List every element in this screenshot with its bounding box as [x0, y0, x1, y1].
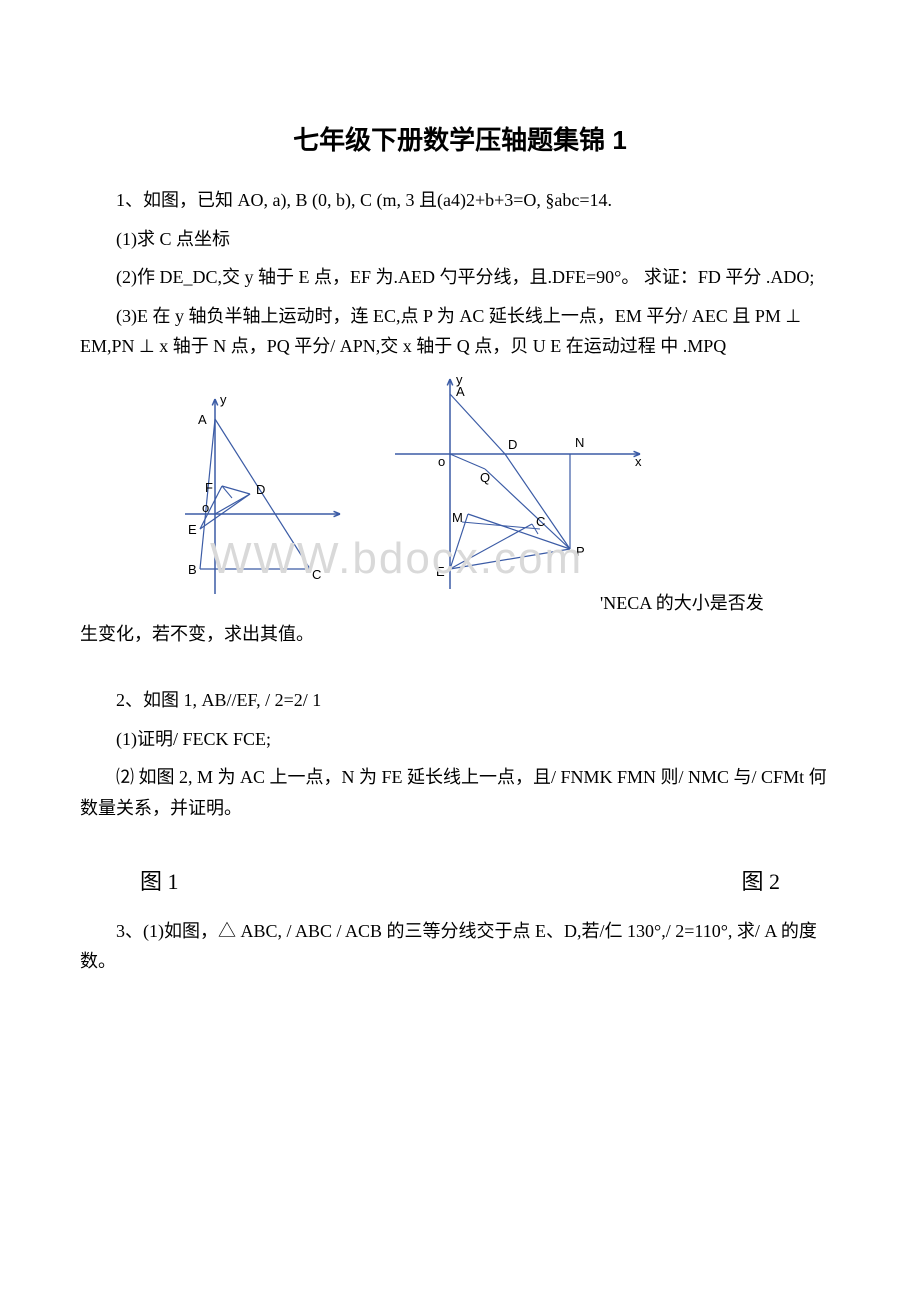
figure-row: yAFDoEBC yADNxoQMCPE — [160, 374, 840, 594]
svg-text:E: E — [188, 522, 197, 537]
figure-row-wrapper: yAFDoEBC yADNxoQMCPE WWW.bdocx.com — [80, 374, 840, 594]
svg-text:x: x — [635, 454, 642, 469]
figure-labels-row: 图 1 图 2 — [140, 864, 780, 896]
svg-text:y: y — [220, 394, 227, 407]
problem-1-part2: (2)作 DE_DC,交 y 轴于 E 点，EF 为.AED 勺平分线，且.DF… — [80, 262, 840, 293]
svg-text:D: D — [256, 482, 265, 497]
problem-2-stem: 2、如图 1, AB//EF, / 2=2/ 1 — [80, 685, 840, 716]
svg-text:A: A — [456, 384, 465, 399]
figure-label-1: 图 1 — [140, 864, 179, 896]
problem-2-part2: ⑵ 如图 2, M 为 AC 上一点，N 为 FE 延长线上一点，且/ FNMK… — [80, 762, 840, 823]
figure-1: yA F DoE B C — [160, 394, 350, 594]
svg-text:Q: Q — [480, 470, 490, 485]
trailing-text-2: 生变化，若不变，求出其值。 — [80, 624, 314, 644]
problem-1-trailing: 'NECA 的大小是否发 生变化，若不变，求出其值。 — [80, 588, 840, 649]
problem-3-stem: 3、(1)如图，△ ABC, / ABC / ACB 的三等分线交于点 E、D,… — [80, 916, 840, 977]
problem-1-part3: (3)E 在 y 轴负半轴上运动时，连 EC,点 P 为 AC 延长线上一点，E… — [80, 301, 840, 362]
problem-2-part1: (1)证明/ FECK FCE; — [80, 724, 840, 755]
svg-text:C: C — [312, 567, 321, 582]
svg-text:N: N — [575, 435, 584, 450]
svg-text:A: A — [198, 412, 207, 427]
svg-text:E: E — [436, 564, 445, 579]
svg-text:D: D — [508, 437, 517, 452]
svg-text:o: o — [438, 454, 445, 469]
svg-text:M: M — [452, 510, 463, 525]
figure-label-2: 图 2 — [741, 864, 780, 896]
problem-1-stem: 1、如图，已知 AO, a), B (0, b), C (m, 3 且(a4)2… — [80, 185, 840, 216]
svg-text:B: B — [188, 562, 197, 577]
svg-text:C: C — [536, 514, 545, 529]
svg-text:F: F — [205, 480, 213, 495]
svg-text:P: P — [576, 544, 585, 559]
document-page: 七年级下册数学压轴题集锦 1 1、如图，已知 AO, a), B (0, b),… — [0, 0, 920, 1045]
problem-1-part1: (1)求 C 点坐标 — [80, 224, 840, 255]
svg-text:o: o — [202, 500, 209, 515]
page-title: 七年级下册数学压轴题集锦 1 — [80, 120, 840, 157]
figure-2: yADNxoQMCPE — [390, 374, 650, 594]
trailing-text-1: 'NECA 的大小是否发 — [600, 593, 764, 613]
